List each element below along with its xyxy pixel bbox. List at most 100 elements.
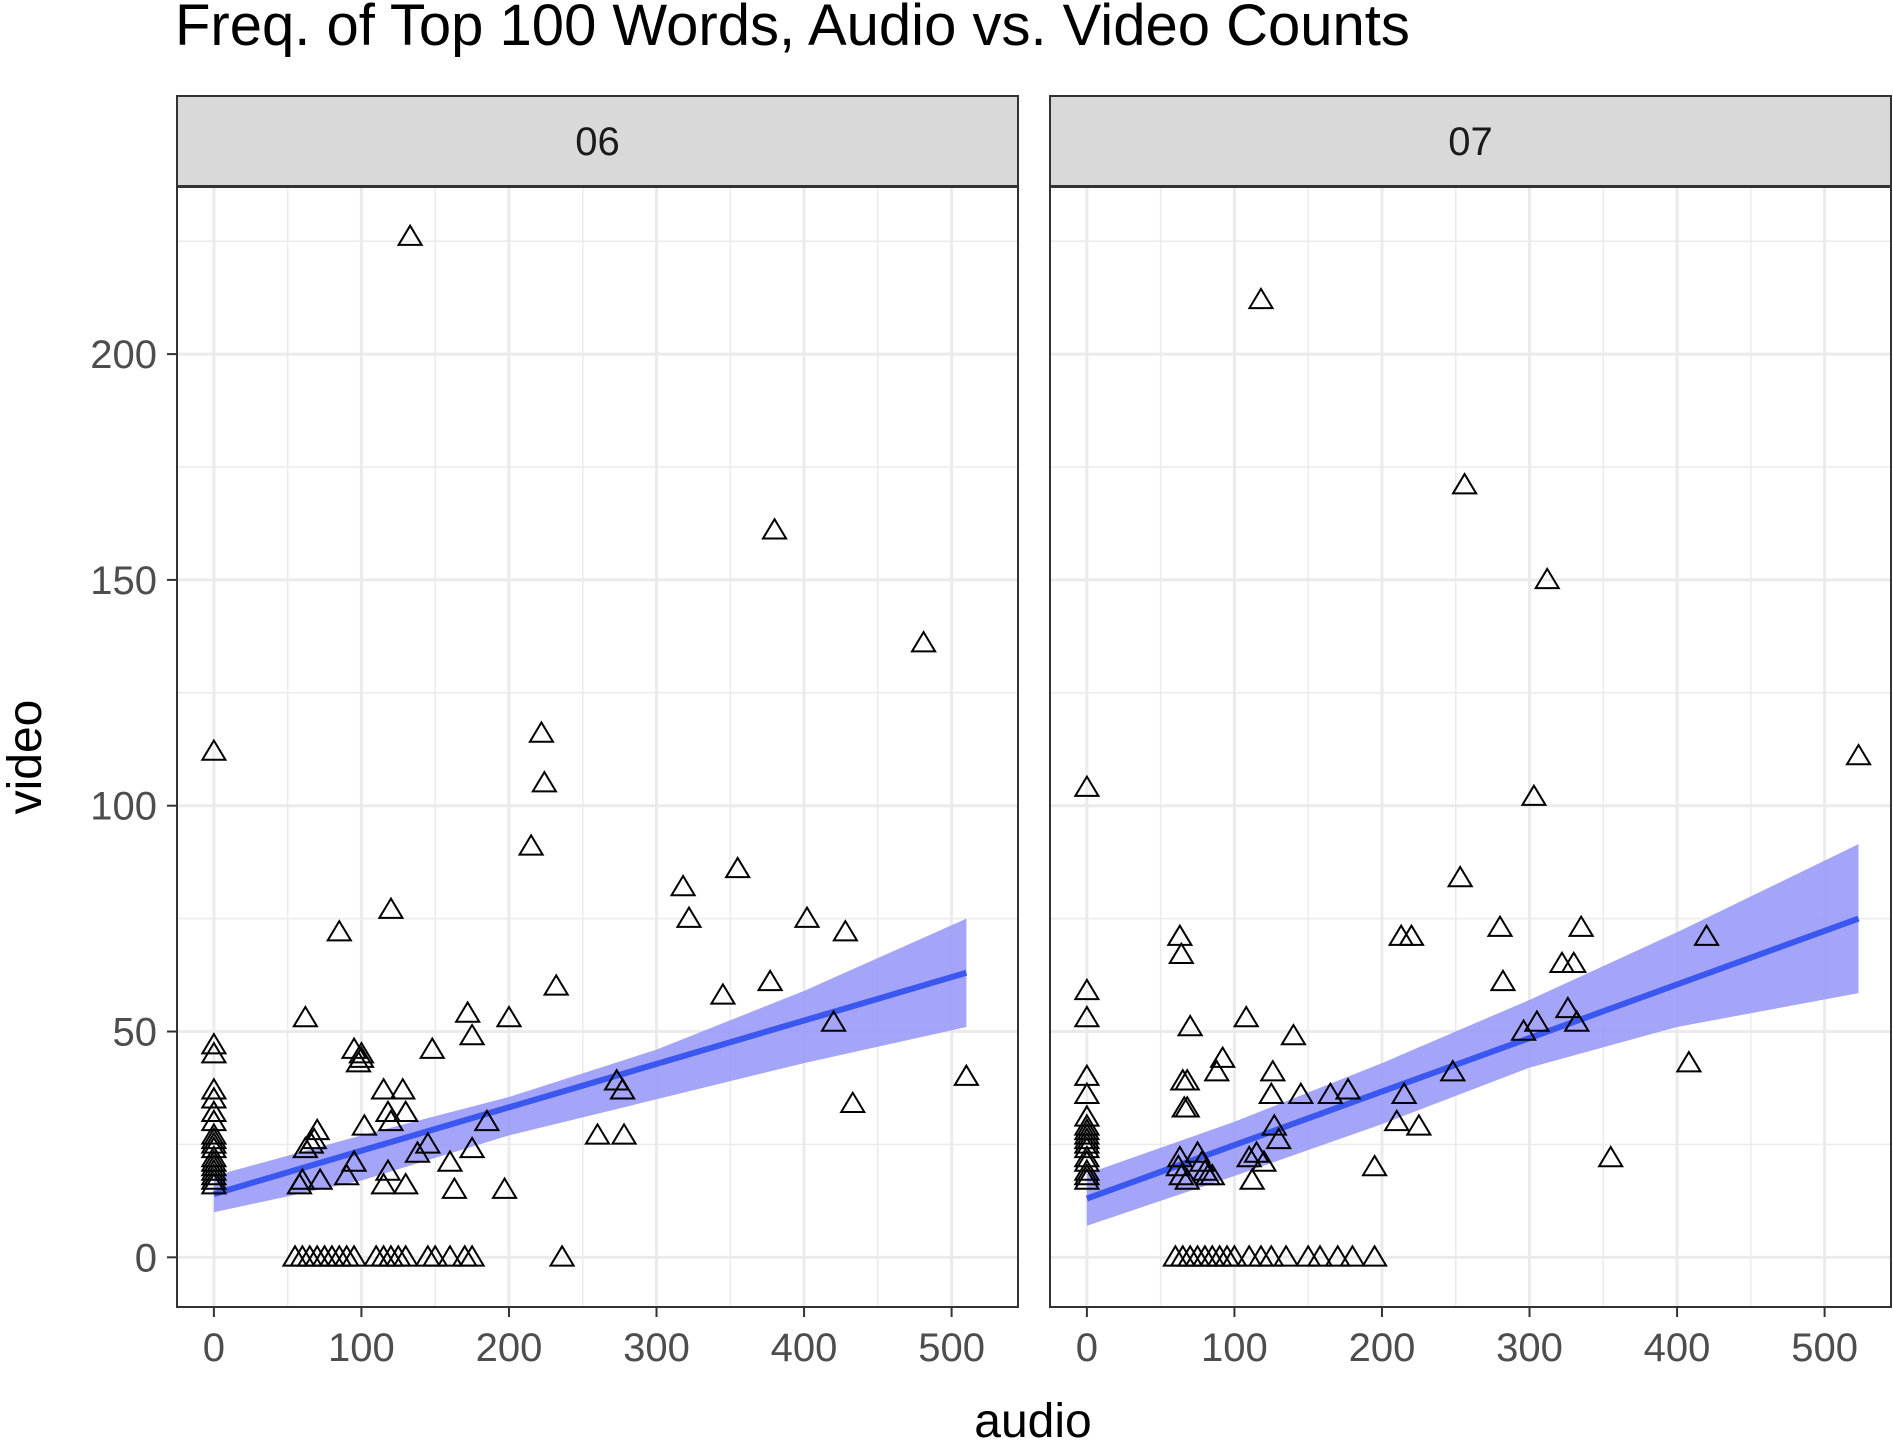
data-point xyxy=(528,720,555,743)
data-point xyxy=(1317,1081,1344,1104)
facet-06-strip-label: 06 xyxy=(575,120,620,164)
data-point xyxy=(1073,1081,1101,1104)
data-point xyxy=(1533,566,1561,590)
data-point xyxy=(1398,923,1425,946)
data-point xyxy=(1176,1014,1204,1037)
data-point xyxy=(414,1131,442,1154)
data-point xyxy=(348,1045,375,1068)
x-tick-label: 400 xyxy=(1644,1326,1711,1370)
data-point xyxy=(340,1149,368,1172)
x-tick-label: 300 xyxy=(623,1326,690,1370)
facet-07-points xyxy=(1073,286,1872,1267)
data-point xyxy=(1073,1167,1101,1190)
data-point xyxy=(1250,1149,1278,1172)
data-point xyxy=(1486,914,1514,937)
data-point xyxy=(200,1167,228,1190)
y-tick-label: 150 xyxy=(90,559,157,603)
data-point xyxy=(1259,1059,1287,1082)
data-point xyxy=(609,1077,636,1100)
data-point xyxy=(832,919,859,942)
data-point xyxy=(392,1244,420,1267)
data-point xyxy=(1247,286,1275,310)
data-point xyxy=(1167,941,1195,964)
data-point xyxy=(458,1023,486,1046)
data-point xyxy=(421,1244,449,1267)
data-point xyxy=(436,1149,464,1172)
data-point xyxy=(1451,472,1478,495)
data-point xyxy=(910,630,937,653)
y-axis-title: video xyxy=(0,700,52,815)
x-tick-label: 400 xyxy=(771,1326,838,1370)
data-point xyxy=(1073,774,1101,797)
y-tick-label: 50 xyxy=(113,1011,158,1055)
data-point xyxy=(200,1086,228,1109)
chart-title: Freq. of Top 100 Words, Audio vs. Video … xyxy=(175,0,1410,58)
data-point xyxy=(1405,1113,1433,1136)
data-point xyxy=(531,770,558,793)
data-point xyxy=(333,1163,360,1186)
data-point xyxy=(1272,1244,1300,1267)
data-point xyxy=(491,1176,518,1199)
data-point xyxy=(396,223,424,246)
facet-06-x-axis: 0 100 200 300 400 500 xyxy=(203,1307,985,1370)
data-point xyxy=(200,1158,228,1181)
facet-07-strip xyxy=(1049,95,1892,187)
y-axis: 0 50 100 150 200 xyxy=(90,333,177,1280)
data-point xyxy=(953,1063,980,1086)
data-point xyxy=(1238,1167,1266,1190)
data-point xyxy=(303,1117,331,1141)
facet-07-fit xyxy=(1085,915,1860,1202)
data-point xyxy=(441,1176,468,1199)
data-point xyxy=(473,1108,501,1132)
data-point xyxy=(1257,1081,1285,1104)
data-point xyxy=(584,1122,611,1145)
data-point xyxy=(756,968,784,992)
data-point xyxy=(724,855,751,879)
data-point xyxy=(1073,977,1101,1001)
data-point xyxy=(839,1090,867,1114)
data-point xyxy=(392,1172,420,1195)
data-point xyxy=(548,1244,576,1267)
x-tick-label: 200 xyxy=(1349,1326,1416,1370)
data-point xyxy=(377,896,405,919)
data-point xyxy=(1563,1009,1591,1032)
x-axis-title: audio xyxy=(974,1395,1091,1443)
facet-07-strip-label: 07 xyxy=(1448,120,1493,164)
data-point xyxy=(200,1163,228,1186)
data-point xyxy=(1390,1081,1418,1104)
data-point xyxy=(1198,1163,1226,1186)
data-point xyxy=(1203,1059,1231,1082)
data-point xyxy=(389,1077,417,1100)
data-point xyxy=(370,1172,397,1195)
y-tick-label: 200 xyxy=(90,333,157,377)
data-point xyxy=(1554,995,1582,1019)
data-point xyxy=(1073,1163,1101,1186)
data-point xyxy=(1489,968,1517,992)
x-tick-label: 0 xyxy=(1076,1326,1098,1370)
data-point xyxy=(392,1099,420,1123)
data-point xyxy=(1265,1126,1293,1150)
data-point xyxy=(1173,1095,1201,1118)
data-point xyxy=(1324,1244,1352,1267)
data-point xyxy=(1243,1140,1270,1163)
data-point xyxy=(436,1244,464,1267)
data-point xyxy=(675,905,703,928)
x-tick-label: 500 xyxy=(918,1326,985,1370)
data-point xyxy=(348,1041,375,1064)
data-point xyxy=(1361,1154,1388,1177)
facet-06-points xyxy=(200,223,980,1267)
x-tick-label: 300 xyxy=(1496,1326,1563,1370)
data-point xyxy=(292,1005,319,1028)
data-point xyxy=(200,1041,228,1064)
data-point xyxy=(200,738,228,761)
data-point xyxy=(1597,1145,1624,1168)
data-point xyxy=(340,1244,368,1267)
data-point xyxy=(1383,1108,1411,1132)
data-point xyxy=(1073,1135,1101,1159)
data-point xyxy=(610,1122,638,1145)
data-point xyxy=(200,1032,228,1055)
data-point xyxy=(1221,1244,1248,1267)
data-point xyxy=(1188,1149,1216,1172)
data-point xyxy=(761,517,788,540)
facet-06: 06 0 100 200 300 400 500 xyxy=(176,95,1019,1370)
